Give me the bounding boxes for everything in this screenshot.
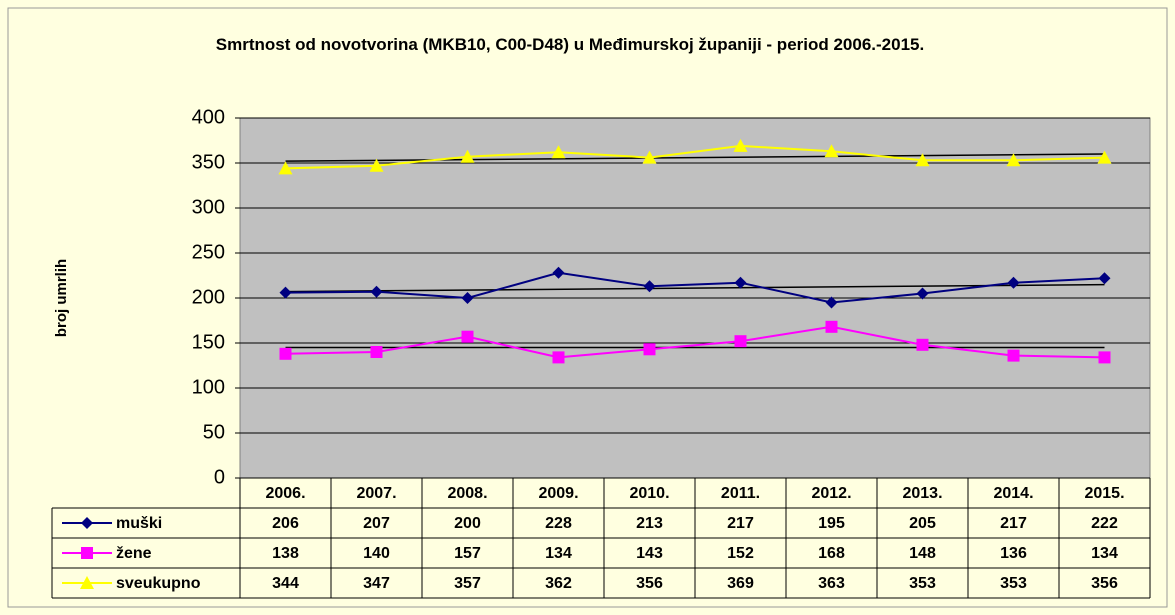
x-tick-label: 2012.: [811, 485, 851, 502]
x-tick-label: 2013.: [902, 485, 942, 502]
y-tick-label: 250: [192, 241, 225, 263]
table-value: 369: [727, 575, 754, 592]
table-value: 134: [545, 545, 572, 562]
data-point: [461, 330, 474, 343]
y-tick-label: 400: [192, 106, 225, 128]
table-value: 134: [1091, 545, 1118, 562]
table-value: 228: [545, 515, 572, 532]
data-point: [825, 320, 838, 333]
table-value: 152: [727, 545, 754, 562]
data-point: [369, 158, 384, 172]
legend-marker: [80, 576, 94, 589]
data-point: [552, 351, 565, 364]
table-value: 217: [727, 515, 754, 532]
data-point: [734, 276, 747, 289]
data-point: [916, 338, 929, 351]
data-point: [460, 149, 475, 163]
data-point: [643, 280, 656, 293]
y-tick-label: 0: [214, 466, 225, 488]
legend-label: sveukupno: [116, 575, 201, 592]
y-tick-label: 350: [192, 151, 225, 173]
x-tick-label: 2008.: [447, 485, 487, 502]
legend-label: žene: [116, 545, 152, 562]
series-line: [285, 144, 1105, 170]
table-value: 195: [818, 515, 845, 532]
x-tick-label: 2014.: [993, 485, 1033, 502]
table-value: 362: [545, 575, 572, 592]
y-tick-label: 100: [192, 376, 225, 398]
table-value: 353: [1000, 575, 1027, 592]
x-tick-label: 2007.: [356, 485, 396, 502]
table-value: 140: [363, 545, 390, 562]
table-value: 143: [636, 545, 663, 562]
x-tick-label: 2009.: [538, 485, 578, 502]
y-tick-label: 150: [192, 331, 225, 353]
trendline: [285, 153, 1105, 162]
data-point: [1007, 349, 1020, 362]
data-point: [279, 347, 292, 360]
data-point: [916, 287, 929, 300]
data-point: [733, 138, 748, 152]
y-tick-label: 300: [192, 196, 225, 218]
series-line: [285, 271, 1105, 304]
table-value: 356: [1091, 575, 1118, 592]
table-value: 138: [272, 545, 299, 562]
data-point: [1006, 153, 1021, 167]
y-tick-label: 50: [203, 421, 225, 443]
trendline: [285, 283, 1105, 293]
data-point: [552, 266, 565, 279]
data-point: [734, 335, 747, 348]
x-tick-label: 2015.: [1084, 485, 1124, 502]
legend-marker: [81, 547, 93, 559]
data-point: [1098, 272, 1111, 285]
data-point: [915, 153, 930, 167]
data-point: [1007, 276, 1020, 289]
table-value: 207: [363, 515, 390, 532]
y-axis-label: broj umrlih: [53, 259, 70, 337]
chart-title: Smrtnost od novotvorina (MKB10, C00-D48)…: [215, 35, 925, 54]
table-value: 363: [818, 575, 845, 592]
table-value: 356: [636, 575, 663, 592]
data-point: [461, 292, 474, 304]
x-tick-label: 2010.: [629, 485, 669, 502]
x-tick-label: 2006.: [265, 485, 305, 502]
table-value: 344: [272, 575, 299, 592]
table-value: 213: [636, 515, 663, 532]
data-point: [1098, 351, 1111, 364]
data-point: [370, 346, 383, 358]
table-value: 222: [1091, 515, 1118, 532]
table-value: 168: [818, 545, 845, 562]
table-value: 353: [909, 575, 936, 592]
legend-marker: [81, 517, 93, 529]
x-tick-label: 2011.: [721, 485, 760, 502]
series-line: [285, 325, 1105, 359]
y-tick-label: 200: [192, 286, 225, 308]
table-value: 217: [1000, 515, 1027, 532]
table-value: 347: [363, 575, 390, 592]
data-point: [1097, 150, 1112, 164]
data-point: [825, 296, 838, 309]
data-point: [279, 286, 292, 299]
table-value: 357: [454, 575, 481, 592]
chart-border: [7, 7, 1168, 608]
table-value: 157: [454, 545, 481, 562]
table-value: 148: [909, 545, 936, 562]
data-point: [824, 144, 839, 158]
data-point: [370, 285, 383, 298]
table-value: 206: [272, 515, 299, 532]
data-point: [642, 150, 657, 164]
data-point: [643, 343, 656, 356]
table-value: 205: [909, 515, 936, 532]
data-point: [551, 145, 566, 159]
legend-label: muški: [116, 515, 162, 532]
table-value: 200: [454, 515, 481, 532]
table-value: 136: [1000, 545, 1027, 562]
data-point: [278, 161, 293, 175]
